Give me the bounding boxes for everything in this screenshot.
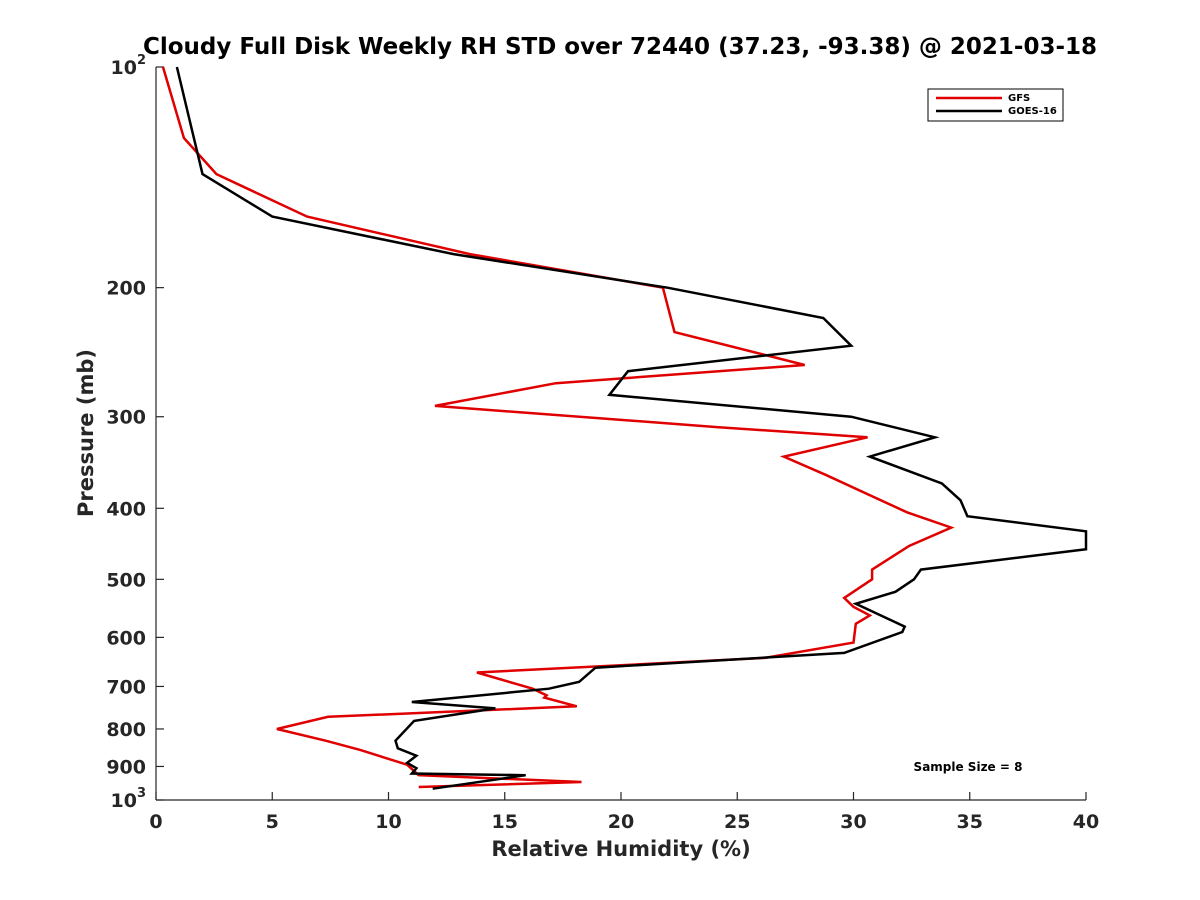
x-axis-ticks: 0 5 10 15 20 25 30 35 40	[149, 792, 1099, 833]
y-tick-base: 700	[106, 676, 146, 698]
legend-goes16-label: GOES-16	[1008, 106, 1057, 117]
y-tick-base: 10	[111, 790, 137, 812]
y-tick-exponent: 2	[137, 53, 146, 68]
x-tick-label: 40	[1073, 811, 1099, 833]
y-tick-base: 400	[106, 498, 146, 520]
y-axis-label: Pressure (mb)	[74, 349, 98, 517]
y-tick-base: 600	[106, 627, 146, 649]
plot-area	[156, 67, 1086, 800]
x-tick-label: 25	[724, 811, 750, 833]
series-line-goes16	[175, 66, 1088, 790]
y-tick-label: 200	[106, 278, 146, 300]
x-tick-label: 20	[608, 811, 634, 833]
series-line-gfs	[161, 66, 955, 789]
y-tick-label: 800	[106, 719, 146, 741]
y-tick-base: 500	[106, 569, 146, 591]
y-tick-label: 600	[106, 627, 146, 649]
series-layer	[161, 66, 1088, 790]
x-tick-label: 5	[266, 811, 279, 833]
y-tick-base: 800	[106, 719, 146, 741]
y-tick-label: 700	[106, 676, 146, 698]
chart-title: Cloudy Full Disk Weekly RH STD over 7244…	[143, 34, 1097, 60]
x-tick-label: 30	[840, 811, 866, 833]
legend-box	[927, 88, 1064, 122]
y-tick-label: 300	[106, 407, 146, 429]
y-tick-base: 10	[111, 57, 137, 79]
x-tick-label: 0	[149, 811, 162, 833]
x-tick-label: 35	[957, 811, 983, 833]
legend-gfs-label: GFS	[1008, 93, 1030, 104]
y-tick-exponent: 3	[137, 786, 146, 801]
y-tick-label: 500	[106, 569, 146, 591]
legend: GFS GOES-16	[927, 88, 1064, 122]
x-tick-label: 15	[492, 811, 518, 833]
y-tick-label: 900	[106, 756, 146, 778]
y-tick-base: 900	[106, 756, 146, 778]
y-tick-label: 103	[111, 786, 147, 812]
sample-size-annotation: Sample Size = 8	[914, 760, 1023, 774]
x-tick-label: 10	[375, 811, 401, 833]
y-tick-base: 200	[106, 278, 146, 300]
x-axis-label: Relative Humidity (%)	[491, 837, 750, 861]
y-tick-label: 102	[111, 53, 147, 79]
y-tick-label: 400	[106, 498, 146, 520]
y-tick-base: 300	[106, 407, 146, 429]
